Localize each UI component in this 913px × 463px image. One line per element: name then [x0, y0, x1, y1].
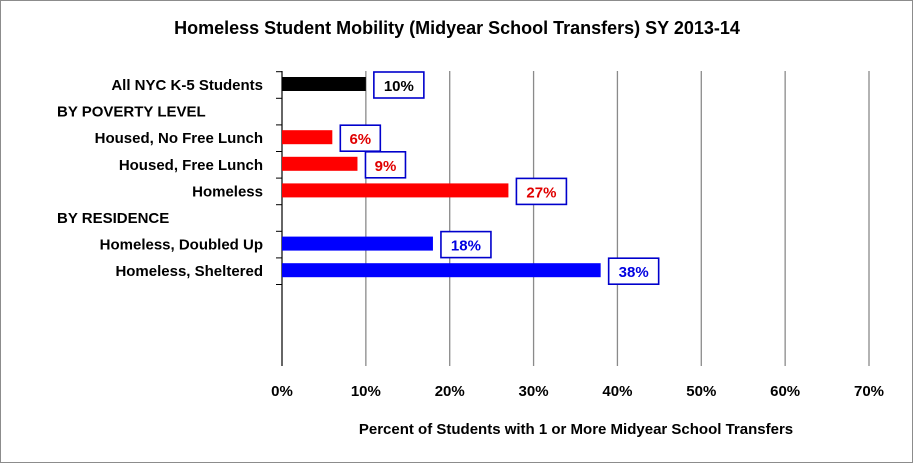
data-label: 10%: [384, 78, 414, 95]
bar: [282, 77, 366, 91]
data-label-box: [607, 257, 660, 286]
bar: [282, 130, 333, 145]
data-label-box: [373, 71, 425, 99]
x-tick-label: 0%: [271, 383, 293, 400]
data-label-box: [440, 230, 492, 259]
gridlines: [276, 71, 870, 366]
x-tick-label: 70%: [854, 383, 884, 400]
x-tick-label: 20%: [435, 383, 465, 400]
data-label: 38%: [619, 264, 649, 281]
data-label-box: [364, 151, 407, 179]
data-label: 6%: [349, 131, 371, 148]
chart-title: Homeless Student Mobility (Midyear Schoo…: [174, 18, 740, 38]
data-label: 9%: [375, 158, 397, 175]
data-label-box: [339, 124, 382, 152]
bar: [282, 263, 601, 278]
data-label-box: [515, 177, 568, 206]
x-tick-label: 10%: [351, 383, 381, 400]
bar: [282, 156, 358, 171]
data-label: 18%: [451, 238, 481, 255]
x-tick-label: 60%: [770, 383, 800, 400]
data-label: 27%: [526, 184, 556, 201]
category-group-header: BY RESIDENCE: [57, 210, 169, 227]
x-tick-label: 30%: [519, 383, 549, 400]
category-labels: All NYC K-5 Students BY POVERTY LEVEL Hous…: [57, 77, 263, 280]
bar: [282, 183, 509, 198]
category-label: Housed, No Free Lunch: [95, 130, 263, 147]
category-label: Homeless, Doubled Up: [100, 237, 263, 254]
x-tick-label: 40%: [602, 383, 632, 400]
x-axis-title: Percent of Students with 1 or More Midye…: [359, 421, 793, 438]
data-labels: 10% 6%9% 27% 18% 38%: [339, 71, 660, 286]
bar: [282, 236, 433, 251]
category-label: Homeless: [192, 183, 263, 200]
category-group-header: BY POVERTY LEVEL: [57, 104, 206, 121]
x-axis-tick-labels: 0% 10% 20% 30% 40% 50% 60% 70%: [271, 383, 884, 400]
x-tick-label: 50%: [686, 383, 716, 400]
category-label: Housed, Free Lunch: [119, 157, 263, 174]
bars: [282, 77, 601, 278]
category-label: Homeless, Sheltered: [115, 263, 263, 280]
category-label: All NYC K-5 Students: [111, 77, 263, 94]
